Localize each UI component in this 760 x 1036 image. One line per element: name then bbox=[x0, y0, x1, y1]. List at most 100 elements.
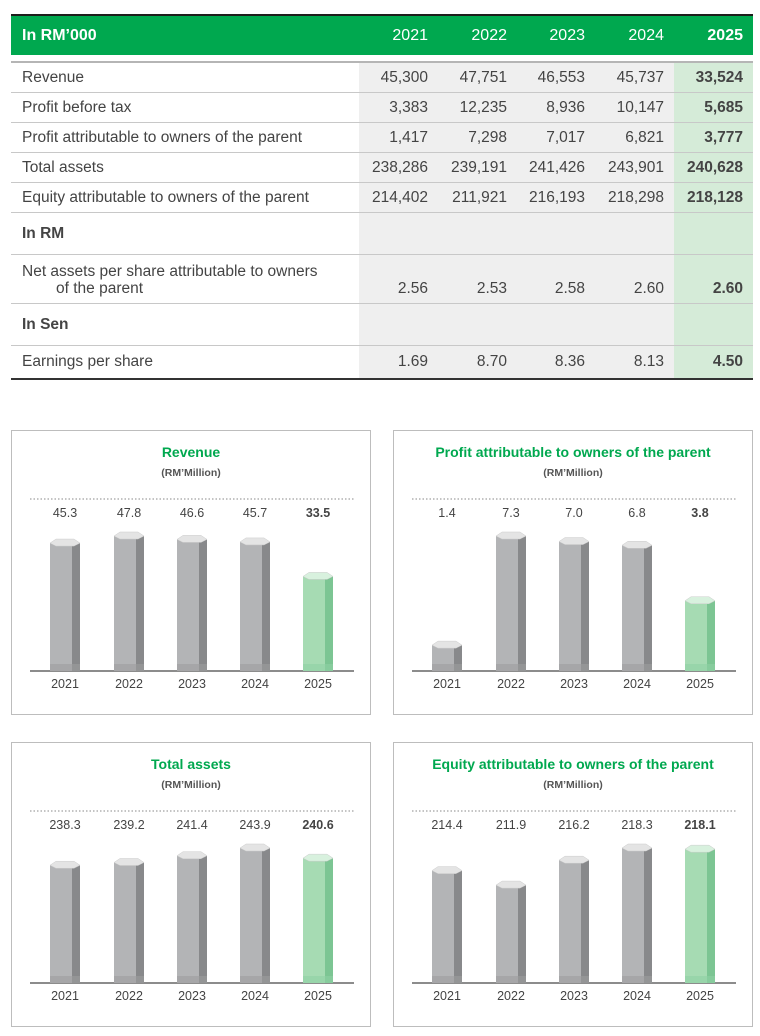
data-label: 7.3 bbox=[502, 506, 519, 520]
x-tick-label: 2025 bbox=[304, 677, 332, 691]
data-label: 45.3 bbox=[53, 506, 77, 520]
bar-bottom-shadow bbox=[559, 664, 589, 671]
divider bbox=[11, 61, 753, 63]
bar-bottom-shadow bbox=[496, 976, 526, 983]
bar-2025 bbox=[302, 572, 334, 671]
bar-side-face bbox=[518, 536, 526, 671]
chart-plot: 45.3 2021 47.8 2022 46.6 2023 45.7 2024 33.5 2025 bbox=[30, 498, 354, 691]
bar-top-cap bbox=[684, 844, 716, 853]
header-year: 2021 bbox=[392, 27, 428, 44]
bar-top-cap bbox=[495, 531, 527, 540]
bar-top-cap bbox=[431, 866, 463, 874]
bar-2022 bbox=[495, 880, 527, 983]
data-label: 218.3 bbox=[621, 818, 652, 832]
current-year-value: 33,524 bbox=[695, 68, 743, 86]
bar-bottom-shadow bbox=[622, 664, 652, 671]
row-value: 2.56 bbox=[397, 280, 428, 297]
bar-2021 bbox=[431, 640, 463, 671]
bar-top-cap bbox=[684, 596, 716, 604]
bar-bottom-shadow bbox=[177, 664, 207, 671]
row-label: Profit attributable to owners of the par… bbox=[22, 128, 303, 146]
data-label: 7.0 bbox=[565, 506, 582, 520]
bar-front-face bbox=[622, 545, 644, 671]
data-label: 239.2 bbox=[113, 818, 144, 832]
prior-years-shade bbox=[359, 63, 674, 379]
bar-side-face bbox=[136, 536, 144, 671]
bar-front-face bbox=[496, 885, 518, 983]
bar-side-face bbox=[72, 865, 80, 983]
chart-plot: 214.4 2021 211.9 2022 216.2 2023 218.3 2024 218.… bbox=[412, 810, 736, 1003]
bar-2024 bbox=[621, 540, 653, 671]
bar-top-cap bbox=[113, 531, 145, 540]
chart-plot: 1.4 2021 7.3 2022 7.0 2023 6.8 2024 3.8 2025 bbox=[412, 498, 736, 691]
x-tick-label: 2021 bbox=[433, 677, 461, 691]
row-label: Total assets bbox=[22, 158, 104, 176]
bar-front-face bbox=[177, 855, 199, 983]
bar-top-cap bbox=[176, 851, 208, 859]
row-value: 2.53 bbox=[476, 280, 507, 297]
table-row: Revenue 45,300 47,751 46,553 45,737 33,524 bbox=[11, 63, 753, 93]
bar-front-face bbox=[559, 860, 581, 983]
chart-plot: 238.3 2021 239.2 2022 241.4 2023 243.9 2024 240.… bbox=[30, 810, 354, 1003]
chart-title: Equity attributable to owners of the par… bbox=[432, 756, 714, 772]
bar-side-face bbox=[518, 885, 526, 983]
chart-unit: (RM’Million) bbox=[543, 467, 603, 479]
bar-bottom-shadow bbox=[114, 976, 144, 983]
bar-front-face bbox=[114, 862, 136, 983]
bar-chart: Total assets (RM’Million) 238.3 2021 239.2 20… bbox=[11, 742, 371, 1027]
current-year-value: 218,128 bbox=[686, 188, 743, 206]
row-value: 8.13 bbox=[633, 353, 664, 370]
bar-front-face bbox=[114, 536, 136, 671]
bar-side-face bbox=[262, 848, 270, 983]
header-year: 2022 bbox=[471, 27, 507, 44]
header-year-current: 2025 bbox=[707, 27, 743, 44]
row-value: 218,298 bbox=[607, 188, 664, 206]
bar-side-face bbox=[644, 848, 652, 983]
bar-bottom-shadow bbox=[114, 664, 144, 671]
row-value: 8,936 bbox=[546, 98, 585, 116]
x-tick-label: 2024 bbox=[241, 677, 269, 691]
data-label: 47.8 bbox=[117, 506, 141, 520]
bar-bottom-shadow bbox=[240, 976, 270, 983]
financial-table: In RM’000 2021 2022 2023 2024 2025 Reven… bbox=[11, 14, 753, 380]
data-label: 240.6 bbox=[302, 818, 333, 832]
bar-top-cap bbox=[431, 640, 463, 649]
data-label: 3.8 bbox=[691, 506, 708, 520]
row-value: 239,191 bbox=[450, 158, 507, 176]
current-year-value: 3,777 bbox=[704, 128, 743, 146]
bar-side-face bbox=[72, 543, 80, 671]
bar-2023 bbox=[558, 537, 590, 671]
bar-side-face bbox=[581, 860, 589, 983]
bar-top-cap bbox=[49, 538, 81, 547]
bar-side-face bbox=[707, 600, 715, 671]
table-row-net-assets: Net assets per share attributable to own… bbox=[11, 255, 753, 304]
bar-bottom-shadow bbox=[685, 976, 715, 983]
bar-front-face bbox=[50, 543, 72, 671]
row-label: Net assets per share attributable to own… bbox=[22, 263, 318, 280]
row-label: Equity attributable to owners of the par… bbox=[22, 188, 309, 206]
current-year-value: 2.60 bbox=[712, 280, 743, 297]
bar-side-face bbox=[581, 541, 589, 671]
row-label: In RM bbox=[22, 224, 65, 242]
bar-side-face bbox=[325, 576, 333, 671]
bar-top-cap bbox=[621, 843, 653, 852]
x-tick-label: 2023 bbox=[560, 677, 588, 691]
bar-top-cap bbox=[302, 853, 334, 862]
bar-chart: Revenue (RM’Million) 45.3 2021 47.8 2022 46.6 2… bbox=[11, 430, 371, 715]
row-value: 243,901 bbox=[607, 158, 664, 176]
bar-2025 bbox=[684, 844, 716, 983]
bar-front-face bbox=[240, 848, 262, 983]
x-tick-label: 2021 bbox=[433, 989, 461, 1003]
bar-top-cap bbox=[239, 537, 271, 546]
x-tick-label: 2024 bbox=[623, 989, 651, 1003]
row-value: 12,235 bbox=[459, 98, 507, 116]
bar-front-face bbox=[559, 541, 581, 671]
bar-2022 bbox=[495, 531, 527, 671]
row-value: 6,821 bbox=[625, 128, 664, 146]
bar-side-face bbox=[199, 539, 207, 671]
bar-front-face bbox=[303, 858, 325, 983]
row-value: 2.58 bbox=[554, 280, 585, 297]
bar-front-face bbox=[622, 848, 644, 983]
row-label: Revenue bbox=[22, 68, 85, 86]
bar-bottom-shadow bbox=[432, 976, 462, 983]
